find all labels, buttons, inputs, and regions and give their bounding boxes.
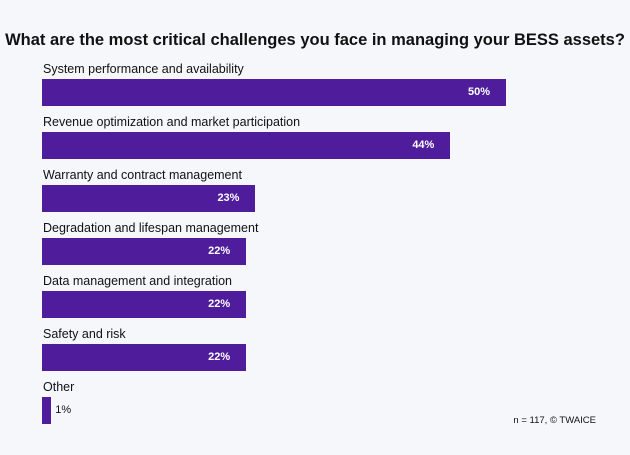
- category-label: Degradation and lifespan management: [43, 221, 259, 235]
- source-note: n = 117, © TWAICE: [513, 415, 596, 426]
- data-label: 23%: [217, 192, 240, 204]
- data-label: 22%: [208, 298, 231, 310]
- category-label: Safety and risk: [43, 327, 126, 341]
- data-label: 1%: [55, 404, 72, 416]
- data-label: 22%: [208, 245, 231, 257]
- bar: [42, 185, 256, 212]
- category-label: Other: [43, 380, 75, 394]
- chart-title: What are the most critical challenges yo…: [5, 31, 625, 49]
- bar: [42, 79, 506, 106]
- bar: [42, 132, 451, 159]
- category-label: Data management and integration: [43, 274, 233, 288]
- data-label: 50%: [468, 86, 491, 98]
- category-label: System performance and availability: [43, 62, 244, 76]
- category-label: Revenue optimization and market particip…: [43, 115, 301, 129]
- bar: [42, 238, 247, 265]
- bar: [42, 397, 52, 424]
- category-label: Warranty and contract management: [43, 168, 242, 182]
- data-label: 22%: [208, 351, 231, 363]
- data-label: 44%: [412, 139, 435, 151]
- bar: [42, 344, 247, 371]
- bar: [42, 291, 247, 318]
